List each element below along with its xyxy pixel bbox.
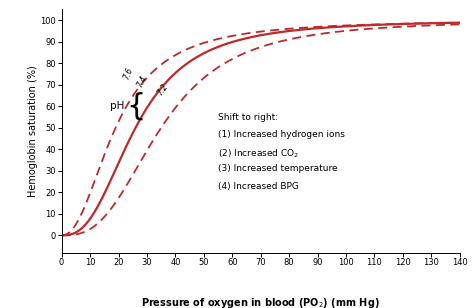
Text: (3) Increased temperature: (3) Increased temperature bbox=[218, 164, 337, 173]
Text: (1) Increased hydrogen ions: (1) Increased hydrogen ions bbox=[218, 130, 345, 139]
Text: (4) Increased BPG: (4) Increased BPG bbox=[218, 181, 299, 191]
Text: pH: pH bbox=[110, 101, 124, 111]
Text: Shift to right:: Shift to right: bbox=[218, 113, 278, 122]
Y-axis label: Hemoglobin saturation (%): Hemoglobin saturation (%) bbox=[27, 65, 37, 197]
Text: (2) Increased CO$_2$: (2) Increased CO$_2$ bbox=[218, 147, 300, 160]
Text: {: { bbox=[126, 92, 145, 121]
Text: 7.4: 7.4 bbox=[136, 74, 149, 89]
Text: 7.2: 7.2 bbox=[155, 83, 170, 98]
Text: Pressure of oxygen in blood (PO$_2$) (mm Hg): Pressure of oxygen in blood (PO$_2$) (mm… bbox=[141, 296, 380, 308]
Text: 7.6: 7.6 bbox=[121, 66, 134, 80]
